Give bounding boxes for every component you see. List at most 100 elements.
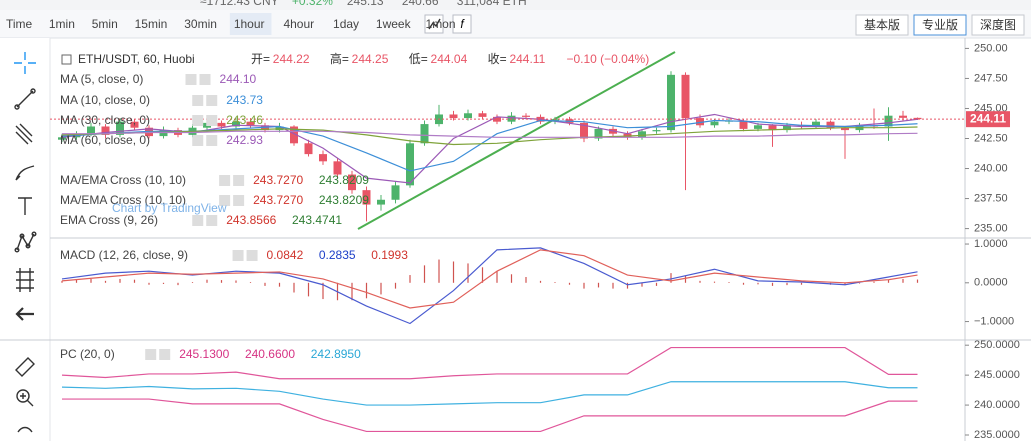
ruler-tool[interactable] xyxy=(15,357,35,377)
candle-body xyxy=(478,113,487,117)
prediction-tool[interactable] xyxy=(16,268,34,292)
legend-value: 0.1993 xyxy=(371,248,408,262)
candle-body xyxy=(710,121,719,126)
back-tool[interactable] xyxy=(15,307,34,321)
legend-close[interactable] xyxy=(206,115,218,126)
legend-close[interactable] xyxy=(206,135,218,146)
candle-body xyxy=(333,161,342,175)
active-interval xyxy=(229,13,272,35)
candle-body xyxy=(348,174,356,191)
legend-name: MA/EMA Cross (10, 10) xyxy=(60,173,186,187)
change: −0.10 (−0.04%) xyxy=(566,52,649,66)
legend-value: 243.8209 xyxy=(319,173,369,187)
legend-close[interactable] xyxy=(233,195,245,206)
interval-button[interactable]: 1week xyxy=(376,17,412,31)
y-tick-label: 235.00 xyxy=(974,222,1008,234)
measure-tool[interactable] xyxy=(17,426,33,433)
candle-body xyxy=(696,118,704,126)
candle-body xyxy=(667,74,675,131)
y-tick-label: 242.50 xyxy=(974,132,1008,144)
ohlc-label: 开= xyxy=(251,52,270,66)
crosshair-tool[interactable] xyxy=(14,52,36,74)
candle-body xyxy=(841,127,849,131)
candle-body xyxy=(391,185,400,200)
text-tool[interactable] xyxy=(18,197,32,215)
legend-close[interactable] xyxy=(159,349,171,360)
candle-body xyxy=(275,126,284,131)
candle-body xyxy=(884,115,893,127)
ticker-strip xyxy=(0,0,1031,10)
legend-value: 243.73 xyxy=(226,93,263,107)
indicator-icon: f xyxy=(460,17,465,31)
legend-settings[interactable] xyxy=(145,349,157,360)
indicator-line xyxy=(61,249,918,309)
ticker-text: +0.32% xyxy=(292,0,333,8)
candle-body xyxy=(290,126,298,144)
ohlc-label: 收= xyxy=(488,52,507,66)
legend-close[interactable] xyxy=(206,215,218,226)
watermark: Chart by TradingView xyxy=(112,201,227,215)
legend-settings[interactable] xyxy=(192,95,204,106)
interval-button[interactable]: 4hour xyxy=(283,17,314,31)
candle-body xyxy=(449,114,458,119)
legend-settings[interactable] xyxy=(192,215,204,226)
legend-name: MA (30, close, 0) xyxy=(60,113,150,127)
legend-name: MACD (12, 26, close, 9) xyxy=(60,248,188,262)
view-button[interactable] xyxy=(913,14,967,36)
legend-name: EMA Cross (9, 26) xyxy=(60,213,158,227)
legend-close[interactable] xyxy=(199,74,211,85)
candle-body xyxy=(87,126,95,134)
zoom-tool[interactable] xyxy=(16,389,34,407)
interval-button[interactable]: 1hour xyxy=(234,17,265,31)
candle-body xyxy=(580,122,588,139)
tool-icons xyxy=(14,52,37,433)
legend-value: 245.1300 xyxy=(179,347,229,361)
candle-body xyxy=(594,128,603,139)
candle-body xyxy=(406,143,414,186)
interval-button[interactable]: Time xyxy=(6,17,33,31)
line-tool[interactable] xyxy=(14,88,36,110)
candle-body xyxy=(754,125,762,129)
legend-settings[interactable] xyxy=(219,175,231,186)
indicator-button[interactable] xyxy=(452,14,472,34)
legend-close[interactable] xyxy=(206,95,218,106)
candle-body xyxy=(899,115,907,118)
interval-button[interactable]: 30min xyxy=(184,17,217,31)
legend-name: MA/EMA Cross (10, 10) xyxy=(60,193,186,207)
legend-value: 243.8209 xyxy=(319,193,369,207)
candle-body xyxy=(652,130,661,132)
legend-settings[interactable] xyxy=(185,74,197,85)
y-tick-label: 250.00 xyxy=(974,42,1008,54)
y-tick-label: 237.50 xyxy=(974,192,1008,204)
interval-button[interactable]: 15min xyxy=(135,17,168,31)
chart-type-icon xyxy=(428,18,441,30)
chart-toggles: f xyxy=(424,14,472,34)
interval-button[interactable]: 1min xyxy=(49,17,75,31)
candle-body xyxy=(159,130,168,137)
candle-body xyxy=(812,121,820,127)
candle-body xyxy=(377,199,385,205)
legend-value: 243.4741 xyxy=(292,213,342,227)
legend-settings[interactable] xyxy=(192,115,204,126)
view-button[interactable] xyxy=(971,14,1025,36)
interval-button[interactable]: 1day xyxy=(333,17,359,31)
candle-body xyxy=(681,74,690,119)
interval-button[interactable]: 5min xyxy=(92,17,118,31)
legend-close[interactable] xyxy=(233,175,245,186)
legend-settings[interactable] xyxy=(232,250,244,261)
ticker-text: 311,084 ETH xyxy=(457,0,527,8)
interval-button[interactable]: 1mon xyxy=(426,17,456,31)
candle-body xyxy=(913,117,922,120)
brush-tool[interactable] xyxy=(15,165,35,181)
legend-settings[interactable] xyxy=(192,135,204,146)
candle-body xyxy=(493,116,501,122)
legend-settings[interactable] xyxy=(219,195,231,206)
pattern-tool[interactable] xyxy=(14,231,37,253)
legend-value: 242.8950 xyxy=(311,347,361,361)
y-tick-label: −1.0000 xyxy=(974,315,1014,327)
view-button[interactable] xyxy=(855,14,909,36)
pitchfork-tool[interactable] xyxy=(15,123,33,145)
legend-close[interactable] xyxy=(246,250,258,261)
legend-value: 0.0842 xyxy=(267,248,304,262)
